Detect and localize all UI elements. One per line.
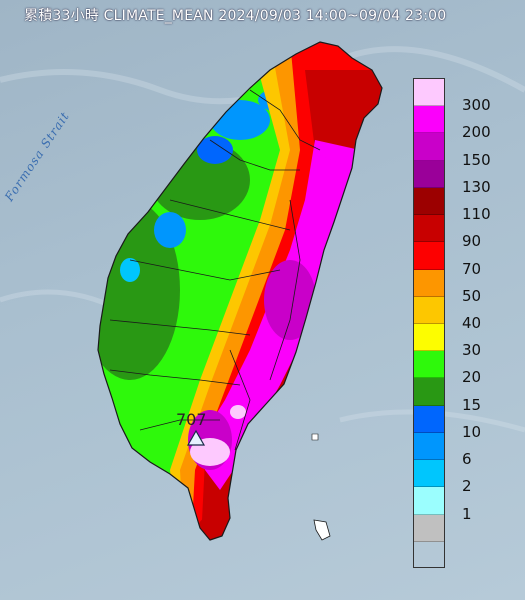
legend-swatch [414, 133, 444, 161]
legend-swatch [414, 378, 444, 406]
legend-label: 15 [462, 395, 482, 414]
legend-label: 300 [462, 96, 491, 115]
max-rainfall-value: 707 [176, 410, 207, 429]
island-rainfall-shading [98, 42, 382, 540]
legend-label: 110 [462, 205, 491, 224]
legend-swatch [414, 160, 444, 188]
legend-label: 30 [462, 341, 482, 360]
legend-swatch [414, 351, 444, 379]
legend-label: 10 [462, 422, 482, 441]
legend-label: 6 [462, 450, 472, 469]
legend-label: 2 [462, 477, 472, 496]
legend-swatch [414, 79, 444, 107]
legend-swatch [414, 432, 444, 461]
legend-swatch [414, 106, 444, 134]
legend-swatch [414, 405, 444, 433]
legend-swatch [414, 323, 444, 352]
lanyu-island [313, 519, 331, 541]
legend-label: 90 [462, 232, 482, 251]
legend-swatch [414, 460, 444, 488]
legend-label: 150 [462, 150, 491, 169]
legend-label: 20 [462, 368, 482, 387]
legend-swatch [414, 296, 444, 324]
legend-swatch [414, 242, 444, 270]
ludao-island [311, 433, 319, 441]
triangle-station-icon [186, 429, 206, 446]
legend-label: 1 [462, 504, 472, 523]
legend-swatch [414, 215, 444, 243]
color-scale-bar [413, 78, 445, 568]
legend-label: 130 [462, 177, 491, 196]
legend-label: 50 [462, 286, 482, 305]
legend-label: 40 [462, 313, 482, 332]
legend-swatch [414, 514, 444, 542]
legend-swatch [414, 187, 444, 216]
legend-label: 200 [462, 123, 491, 142]
legend-label: 70 [462, 259, 482, 278]
county-boundaries [109, 89, 321, 451]
legend-swatch [414, 487, 444, 515]
legend-swatch [414, 269, 444, 297]
map-title: 累積33小時 CLIMATE_MEAN 2024/09/03 14:00~09/… [24, 8, 447, 24]
island-coastline [97, 41, 383, 541]
